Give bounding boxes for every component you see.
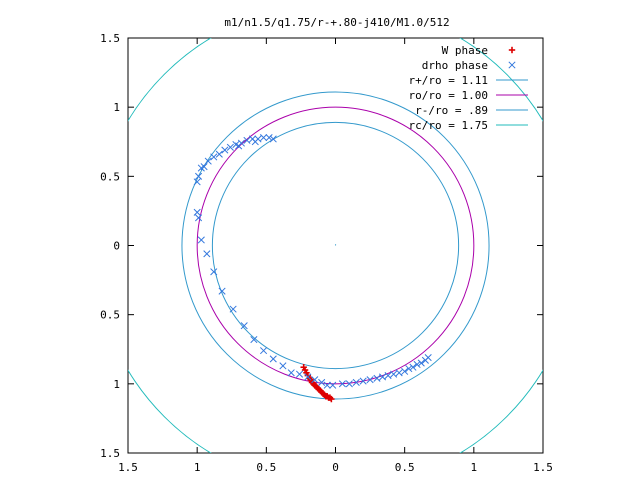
drho-phase-point: [311, 376, 319, 384]
legend-label: rc/ro = 1.75: [409, 119, 488, 132]
drho-phase-point: [251, 138, 259, 146]
drho-phase-point: [279, 362, 287, 370]
drho-phase-point: [210, 153, 218, 161]
chart-title: m1/n1.5/q1.75/r-+.80-j410/M1.0/512: [224, 16, 449, 29]
y-tick-label: 1: [113, 101, 120, 114]
drho-phase-point: [413, 360, 421, 369]
drho-phase-point: [229, 305, 237, 313]
drho-phase-point: [204, 157, 212, 165]
drho-phase-point: [405, 365, 413, 373]
drho-phase-point: [218, 287, 226, 295]
drho-phase-point: [359, 377, 367, 385]
legend-label: r-/ro = .89: [415, 104, 488, 117]
w-phase-point: [328, 395, 335, 403]
drho-phase-point: [203, 250, 211, 258]
drho-phase-point: [240, 322, 248, 330]
y-tick-label: 0: [113, 240, 120, 253]
y-tick-label: 0.5: [100, 170, 120, 183]
drho-phase-point: [193, 208, 201, 216]
points-layer: [193, 134, 432, 403]
drho-phase-point: [318, 378, 326, 387]
drho-phase-point: [215, 150, 223, 158]
drho-phase-point: [373, 374, 381, 382]
drho-phase-point: [352, 378, 360, 387]
drho-phase-point: [424, 353, 432, 362]
legend-label: ro/ro = 1.00: [409, 89, 488, 102]
legend-label: W phase: [442, 44, 488, 57]
legend-swatch: [508, 61, 516, 69]
drho-phase-point: [417, 359, 425, 367]
drho-phase-point: [221, 146, 229, 154]
drho-phase-point: [243, 136, 251, 144]
circle-roro: [196, 106, 475, 385]
drho-phase-point: [395, 369, 403, 377]
drho-phase-point: [338, 380, 346, 388]
legend-label: drho phase: [422, 59, 488, 72]
y-tick-label: 1.5: [100, 32, 120, 45]
drho-phase-point: [401, 367, 409, 375]
drho-phase-point: [226, 143, 234, 151]
y-tick-label: 0.5: [100, 309, 120, 322]
drho-phase-point: [269, 355, 277, 363]
center-dot: ·: [334, 241, 337, 252]
circle-r+ro: [181, 91, 490, 400]
drho-phase-point: [260, 134, 268, 142]
y-tick-label: 1.5: [100, 447, 120, 460]
drho-phase-point: [194, 172, 203, 180]
drho-phase-point: [409, 363, 417, 371]
axes-layer: 1.5 1 0.5 0 0.5 1 1.51.510.500.511.5: [100, 32, 553, 474]
legend-label: r+/ro = 1.11: [409, 74, 488, 87]
circles-layer: ·: [128, 38, 543, 453]
x-tick-label: 0: [332, 461, 339, 474]
drho-phase-point: [378, 373, 387, 381]
circle-r-ro: [211, 121, 460, 370]
x-tick-label: 1: [471, 461, 478, 474]
legend-swatch: [508, 46, 516, 54]
drho-phase-point: [269, 135, 277, 143]
x-tick-label: 0.5: [256, 461, 276, 474]
drho-phase-point: [193, 178, 201, 186]
x-tick-label: 0.5: [395, 461, 415, 474]
drho-phase-point: [287, 369, 295, 377]
drho-phase-point: [260, 347, 268, 355]
x-tick-label: 1: [194, 461, 201, 474]
drho-phase-point: [197, 236, 205, 244]
drho-phase-point: [390, 370, 398, 378]
legend: W phase drho phase r+/ro = 1.11 ro/ro = 1.0…: [409, 44, 528, 132]
drho-phase-point: [384, 371, 392, 380]
drho-phase-point: [200, 163, 208, 171]
drho-phase-point: [323, 381, 331, 389]
drho-phase-point: [304, 373, 312, 381]
drho-phase-point: [250, 336, 258, 344]
drho-phase-point: [235, 142, 243, 150]
x-tick-label: 1.5: [118, 461, 138, 474]
drho-phase-point: [265, 134, 273, 142]
drho-phase-point: [329, 381, 337, 389]
drho-phase-point: [194, 214, 203, 222]
drho-phase-point: [345, 380, 353, 388]
drho-phase-point: [210, 268, 218, 276]
drho-phase-point: [295, 370, 304, 378]
x-tick-label: 1.5: [533, 461, 553, 474]
y-tick-label: 1: [113, 378, 120, 391]
drho-phase-point: [366, 376, 374, 384]
